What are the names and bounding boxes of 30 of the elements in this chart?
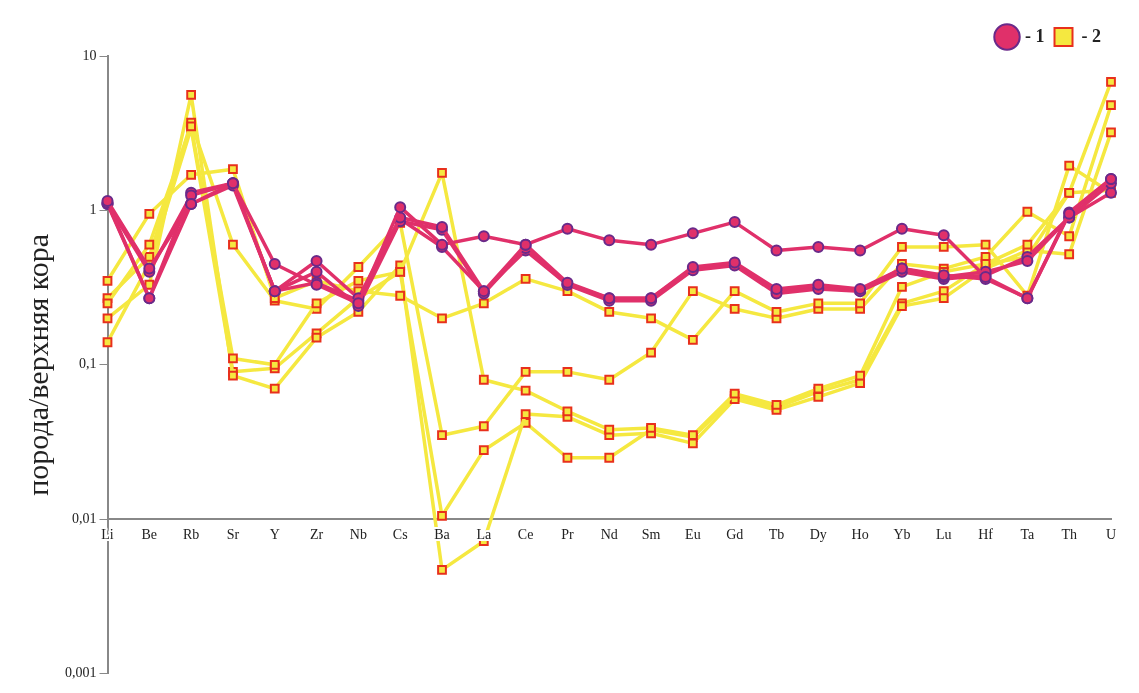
x-tick-label: Tb: [768, 527, 785, 543]
x-tick-label: Dy: [809, 527, 827, 543]
x-tick-label: Cs: [392, 527, 408, 543]
x-tick-label: U: [1105, 527, 1117, 543]
x-tick-label: Nb: [349, 527, 367, 543]
x-tick-label: Rb: [182, 527, 200, 543]
x-tick-label: Yb: [893, 527, 911, 543]
x-tick-label: Sm: [641, 527, 661, 543]
x-tick-label: Lu: [935, 527, 952, 543]
y-tick-label: 0,001: [65, 665, 97, 681]
x-tick-label: Th: [1061, 527, 1077, 543]
x-tick-label: Nd: [600, 527, 618, 543]
x-tick-label: Ta: [1020, 527, 1036, 543]
x-tick-label: Hf: [978, 527, 994, 543]
x-tick-label: Ho: [851, 527, 869, 543]
x-tick-label: Ce: [517, 527, 534, 543]
legend-label: - 1: [1025, 25, 1045, 46]
x-tick-label: Pr: [561, 527, 574, 543]
y-axis-title: порода/верхняя кора: [20, 233, 54, 496]
x-tick-label: Be: [141, 527, 158, 543]
y-tick-label: 1: [89, 202, 97, 218]
x-tick-label: Sr: [226, 527, 240, 543]
x-tick-label: Y: [269, 527, 280, 543]
x-tick-label: Eu: [685, 527, 701, 543]
x-tick-label: Gd: [726, 527, 744, 543]
legend-label: - 2: [1081, 25, 1102, 46]
x-tick-label: Zr: [309, 527, 324, 543]
y-tick-label: 0,1: [79, 356, 97, 372]
y-tick-label: 0,01: [72, 510, 97, 526]
y-tick-label: 10: [82, 47, 97, 63]
